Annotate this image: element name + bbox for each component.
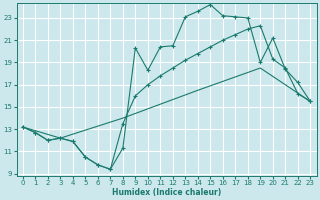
X-axis label: Humidex (Indice chaleur): Humidex (Indice chaleur)	[112, 188, 221, 197]
